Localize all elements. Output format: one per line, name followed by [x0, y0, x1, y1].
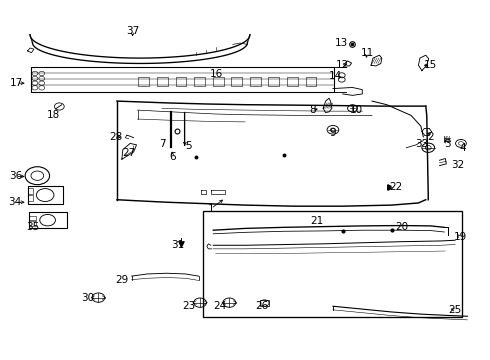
Text: 34: 34	[8, 197, 21, 207]
Bar	[29, 216, 36, 220]
Bar	[29, 221, 36, 226]
Text: 26: 26	[255, 301, 269, 311]
Bar	[31, 67, 334, 92]
Text: 3: 3	[444, 139, 451, 149]
Text: 25: 25	[448, 305, 462, 315]
Text: 27: 27	[122, 148, 135, 158]
Text: 33: 33	[415, 139, 428, 149]
Text: 11: 11	[361, 48, 374, 58]
Text: 10: 10	[350, 105, 363, 115]
Text: 18: 18	[47, 111, 60, 121]
Bar	[194, 77, 205, 86]
Bar	[231, 77, 242, 86]
Text: 35: 35	[26, 222, 39, 232]
Bar	[269, 77, 279, 86]
Bar	[213, 77, 223, 86]
Text: 29: 29	[115, 275, 128, 285]
Text: 14: 14	[329, 71, 342, 81]
Text: 22: 22	[389, 182, 402, 192]
Text: 4: 4	[459, 143, 466, 153]
Bar	[175, 77, 186, 86]
Bar	[260, 300, 270, 306]
Text: 20: 20	[395, 222, 408, 231]
Bar	[306, 77, 317, 86]
Text: 24: 24	[213, 301, 226, 311]
Bar	[27, 188, 33, 194]
Text: 2: 2	[427, 132, 434, 142]
Text: 21: 21	[311, 216, 324, 226]
Text: 32: 32	[451, 160, 464, 170]
Text: 6: 6	[170, 152, 176, 162]
Text: 7: 7	[159, 139, 165, 149]
Bar	[250, 77, 261, 86]
Bar	[139, 77, 149, 86]
Text: 19: 19	[453, 232, 466, 242]
Bar	[27, 186, 63, 204]
Text: 5: 5	[186, 141, 192, 151]
Text: 1: 1	[207, 204, 214, 214]
Text: 36: 36	[9, 171, 22, 181]
Text: 12: 12	[336, 60, 349, 70]
Bar	[157, 77, 168, 86]
Text: 28: 28	[109, 132, 122, 142]
Text: 15: 15	[424, 60, 437, 70]
Text: 17: 17	[10, 78, 23, 88]
Text: 16: 16	[210, 69, 223, 79]
Text: 9: 9	[330, 129, 336, 138]
Text: 8: 8	[309, 105, 316, 115]
Text: 23: 23	[182, 301, 196, 311]
Text: 31: 31	[171, 240, 184, 250]
Bar	[29, 212, 67, 228]
Text: 13: 13	[335, 38, 348, 48]
Bar	[27, 195, 33, 201]
Text: 37: 37	[126, 26, 139, 36]
Bar	[287, 77, 298, 86]
Bar	[203, 211, 463, 317]
Text: 30: 30	[81, 293, 94, 303]
